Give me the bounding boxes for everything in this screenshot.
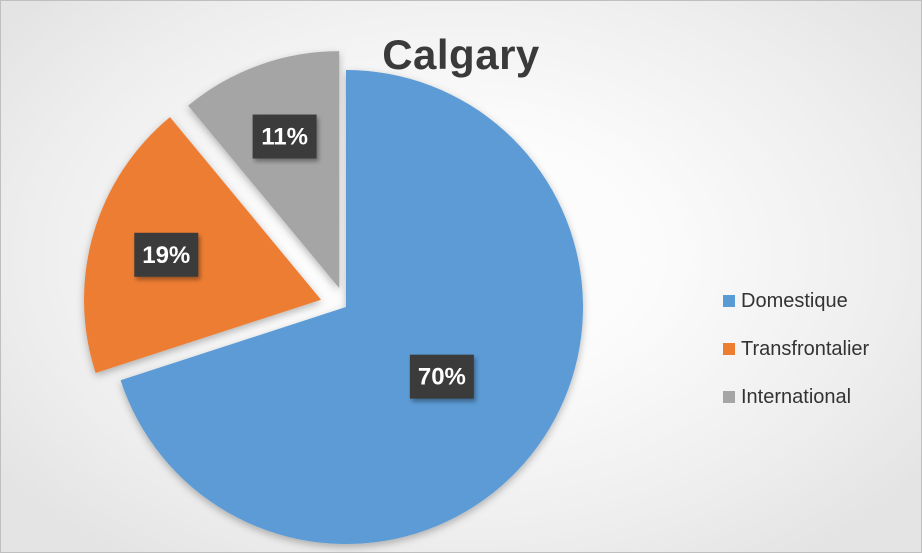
data-label-text: 19% — [142, 242, 190, 269]
legend-label: Domestique — [741, 289, 848, 312]
data-label-transfrontalier: 19% — [134, 232, 199, 277]
data-label-box — [409, 354, 474, 399]
legend-swatch — [723, 391, 735, 403]
legend-label: International — [741, 385, 852, 408]
data-label-international: 11% — [252, 114, 317, 159]
data-label-text: 70% — [418, 364, 466, 391]
chart-legend: Domestique Transfrontalier International — [723, 285, 869, 429]
data-label-domestique: 70% — [409, 354, 474, 399]
legend-swatch — [723, 295, 735, 307]
legend-swatch — [723, 343, 735, 355]
legend-label: Transfrontalier — [741, 337, 870, 360]
legend-item-transfrontalier: Transfrontalier — [723, 333, 869, 365]
data-label-box — [252, 114, 317, 159]
pie-slice-international — [188, 51, 340, 289]
legend-item-domestique: Domestique — [723, 285, 869, 317]
legend-item-international: International — [723, 381, 869, 413]
pie-slice-domestique — [120, 70, 584, 544]
data-label-text: 11% — [261, 124, 308, 151]
pie-slice-transfrontalier — [84, 117, 322, 373]
chart-title: Calgary — [382, 31, 540, 78]
data-label-box — [134, 232, 199, 277]
